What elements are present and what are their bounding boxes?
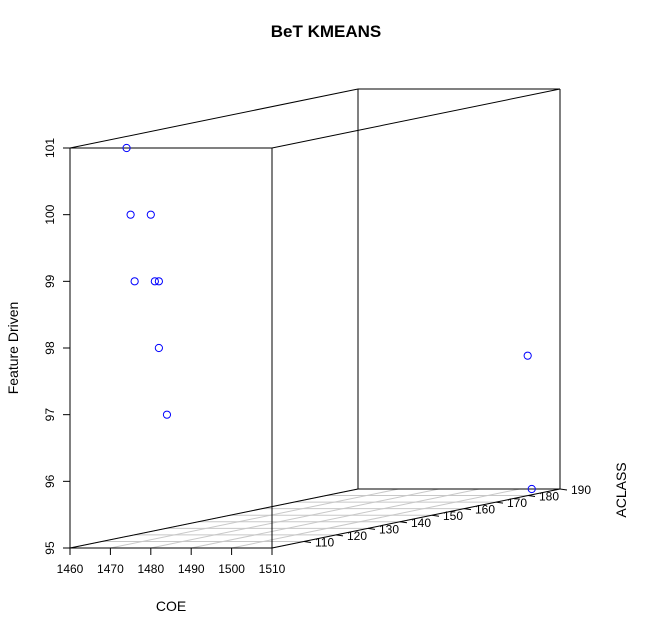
y-tick-mark: [335, 534, 344, 537]
grid-line-x: [231, 488, 520, 549]
y-tick-label: 110: [315, 535, 334, 549]
y-tick-label: 170: [507, 496, 527, 510]
data-point: [130, 277, 139, 286]
y-tick-mark: [527, 495, 536, 498]
x-axis-ticks: 1460 1470 1480 1490 1500 1510: [57, 548, 286, 576]
y-tick-mark: [399, 521, 408, 524]
y-tick-label: 160: [475, 503, 495, 517]
data-point: [162, 410, 172, 419]
y-tick-mark: [559, 488, 568, 491]
data-points: [122, 143, 536, 494]
x-tick-label: 1510: [259, 562, 286, 576]
chart-title: BeT KMEANS: [271, 22, 382, 41]
x-tick-label: 1500: [218, 562, 245, 576]
y-tick-label: 180: [539, 490, 559, 504]
data-point: [154, 343, 163, 353]
y-axis-label: ACLASS: [613, 462, 629, 517]
x-tick-label: 1470: [97, 562, 124, 576]
x-tick-label: 1490: [178, 562, 205, 576]
data-point: [527, 484, 536, 494]
x-axis-label: COE: [156, 598, 186, 614]
grid-line-x: [191, 488, 480, 549]
y-tick-label: 140: [411, 516, 431, 530]
z-axis-label: Feature Driven: [5, 302, 21, 395]
z-tick-label: 98: [43, 341, 57, 355]
box-edge: [271, 88, 561, 149]
y-tick-mark: [495, 501, 504, 504]
data-point: [146, 210, 155, 219]
y-tick-label: 120: [347, 529, 367, 543]
x-tick-label: 1480: [137, 562, 164, 576]
data-point: [523, 351, 532, 360]
x-tick-label: 1460: [57, 562, 84, 576]
data-point: [126, 210, 135, 219]
data-point: [154, 277, 163, 286]
y-tick-mark: [431, 514, 440, 517]
y-tick-label: 150: [443, 509, 463, 523]
y-tick-label: 190: [571, 483, 591, 497]
y-tick-label: 130: [379, 522, 399, 536]
z-tick-label: 99: [43, 274, 57, 288]
box-edge: [271, 488, 561, 549]
bounding-box: [69, 88, 561, 549]
box-edge: [69, 488, 359, 549]
z-tick-label: 96: [43, 474, 57, 488]
y-axis-ticks: 110 120 130 140 150 160 170 180 190: [303, 483, 591, 549]
data-point: [122, 143, 131, 153]
y-tick-mark: [367, 527, 376, 530]
z-axis-ticks: 95 96 97 98 99 100 101: [43, 138, 70, 555]
z-tick-label: 95: [43, 541, 57, 555]
data-point: [150, 277, 159, 286]
grid-line-x: [150, 488, 439, 549]
y-tick-mark: [303, 540, 312, 543]
box-edge: [69, 88, 359, 149]
y-tick-mark: [463, 508, 472, 511]
z-tick-label: 100: [43, 204, 57, 224]
z-tick-label: 97: [43, 408, 57, 422]
grid-line-x: [110, 488, 399, 549]
z-tick-label: 101: [43, 138, 57, 158]
